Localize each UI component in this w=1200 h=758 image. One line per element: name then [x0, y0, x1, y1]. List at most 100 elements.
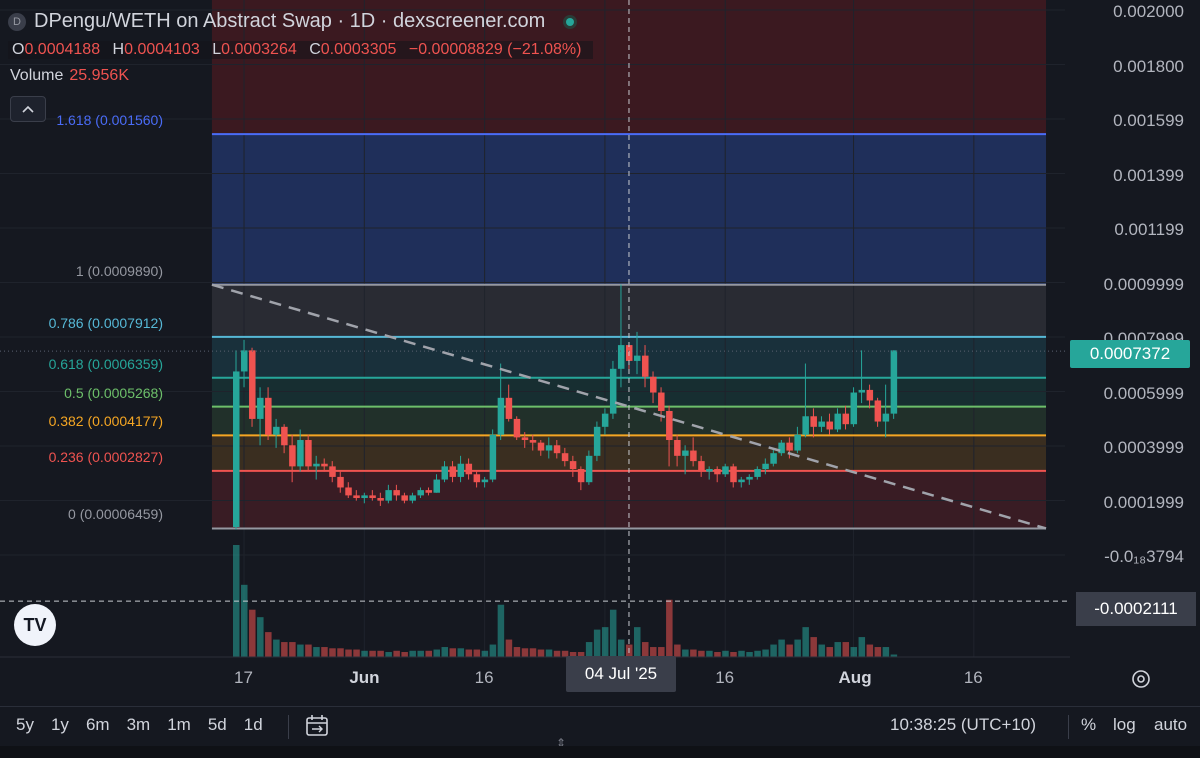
fib-level-label: 0 (0.00006459) [68, 506, 163, 523]
volume-bar [730, 652, 737, 657]
candle-body [385, 490, 392, 501]
candle-body [706, 469, 713, 472]
candle-body [513, 418, 521, 438]
volume-bar [433, 649, 440, 657]
period-1m[interactable]: 1m [167, 715, 191, 734]
candle-body [794, 434, 801, 451]
volume-bar [770, 644, 777, 657]
candle-body [473, 474, 481, 483]
candle-body [658, 392, 665, 412]
volume-bar [642, 642, 649, 657]
volume-bar [738, 650, 745, 657]
candle-body [762, 463, 769, 470]
open-label: O [12, 41, 25, 58]
candle-body [433, 479, 440, 493]
candle-body [690, 450, 697, 462]
volume-bar [890, 654, 898, 657]
period-1y[interactable]: 1y [50, 715, 69, 734]
fib-level-label: 0.236 (0.0002827) [48, 448, 163, 465]
resize-handle-icon[interactable]: ⇕ [556, 736, 567, 750]
period-5y[interactable]: 5y [16, 715, 34, 734]
price-tick-label: 0.0001999 [1103, 492, 1184, 512]
fib-level-label: 1.618 (0.001560) [56, 112, 163, 129]
period-6m[interactable]: 6m [85, 715, 110, 734]
volume-bar [698, 650, 705, 657]
high-value: 0.0004103 [124, 41, 200, 58]
candle-body [770, 453, 777, 464]
candle-body [497, 397, 505, 435]
candle-body [377, 498, 384, 501]
toolbar-divider [288, 715, 289, 739]
candle-body [257, 397, 264, 419]
volume-bar [497, 604, 505, 657]
time-tick-label: 16 [715, 668, 735, 687]
candle-body [866, 389, 874, 401]
candle-body [337, 476, 344, 488]
auto-scale-button[interactable]: auto [1154, 715, 1188, 734]
price-tick-label: 0.001399 [1113, 165, 1184, 185]
candle-body [722, 466, 729, 475]
candle-body [714, 469, 721, 475]
close-label: C [309, 41, 321, 58]
period-1d[interactable]: 1d [243, 715, 263, 734]
volume-bar [305, 644, 312, 657]
period-3m[interactable]: 3m [126, 715, 151, 734]
candle-body [810, 416, 817, 427]
candle-body [682, 450, 689, 456]
candle-body [609, 368, 617, 414]
volume-bar [521, 648, 529, 657]
fib-level-label: 0.382 (0.0004177) [48, 413, 163, 430]
fib-level-label: 0.618 (0.0006359) [48, 355, 163, 372]
price-tick-label: 0.0005999 [1103, 383, 1184, 403]
gear-icon[interactable] [1130, 668, 1152, 690]
volume-bar [337, 648, 344, 657]
candle-body [249, 350, 256, 419]
candle-body [561, 453, 569, 462]
candle-body [361, 495, 368, 499]
volume-bar [746, 652, 753, 657]
candle-body [842, 413, 850, 425]
candle-body [890, 350, 898, 414]
candle-body [537, 442, 545, 451]
fib-level-label: 0.5 (0.0005268) [64, 384, 163, 401]
candle-body [457, 463, 465, 477]
candle-body [738, 479, 745, 483]
tradingview-logo[interactable]: TV [14, 604, 56, 646]
volume-bar [417, 650, 424, 657]
volume-bar [690, 649, 697, 657]
collapse-legend-button[interactable] [10, 96, 46, 122]
crosshair-price-label: -0.0002111 [1076, 592, 1196, 626]
log-scale-button[interactable]: log [1113, 715, 1136, 734]
low-label: L [212, 41, 222, 58]
volume-bar [361, 650, 368, 657]
volume-bar [762, 649, 769, 657]
volume-bar [385, 652, 392, 657]
calendar-range-icon[interactable] [304, 713, 330, 739]
volume-bar [850, 647, 858, 657]
candle-body [345, 487, 352, 496]
volume-bar [818, 644, 825, 657]
candle-body [850, 392, 858, 425]
candle-body [802, 416, 809, 435]
candle-body [281, 426, 288, 446]
candle-body [754, 469, 761, 477]
ohlc-legend: O0.0004188 H0.0004103 L0.0003264 C0.0003… [8, 41, 594, 59]
volume-bar [722, 650, 729, 657]
clock-timezone[interactable]: 10:38:25 (UTC+10) [890, 715, 1036, 734]
trend-line [211, 283, 1047, 530]
volume-bar [601, 627, 609, 657]
volume-bar [281, 642, 288, 657]
chevron-up-icon [22, 105, 34, 113]
volume-bar [441, 647, 449, 657]
percent-scale-button[interactable]: % [1081, 715, 1097, 734]
price-tick-label: 0.001199 [1114, 220, 1184, 239]
price-tick-label: 0.001599 [1113, 111, 1184, 130]
volume-bar [537, 649, 545, 657]
candle-body [601, 413, 609, 427]
candle-body [425, 490, 432, 493]
volume-bar [369, 650, 376, 657]
period-5d[interactable]: 5d [207, 715, 227, 734]
volume-bar [866, 644, 874, 657]
candle-body [353, 495, 360, 499]
